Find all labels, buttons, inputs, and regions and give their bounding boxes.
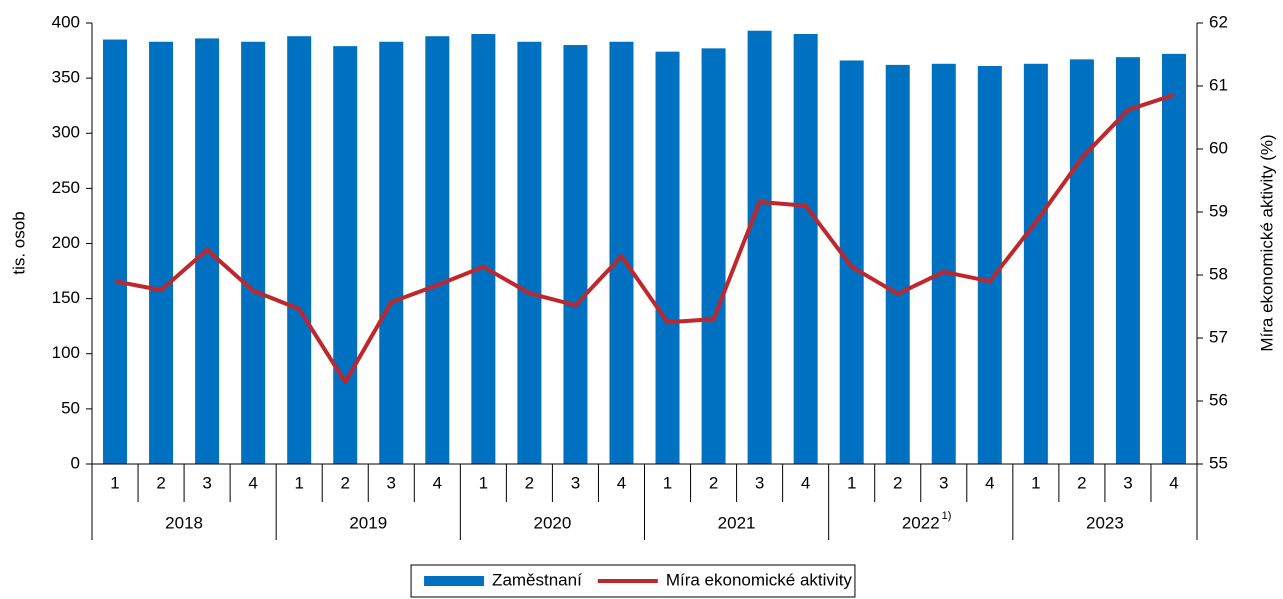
bar <box>885 64 910 465</box>
x-tick-label: 4 <box>801 473 810 492</box>
x-tick-label: 4 <box>433 473 442 492</box>
x-tick-label: 1 <box>479 473 488 492</box>
x-tick-label: 4 <box>1169 473 1178 492</box>
bar <box>149 41 174 465</box>
y2-tick-label: 57 <box>1209 327 1228 346</box>
group-note: 1) <box>942 510 952 522</box>
group-label: 2021 <box>718 513 756 532</box>
bar <box>839 60 864 465</box>
y-tick-label: 50 <box>61 398 80 417</box>
x-tick-label: 2 <box>156 473 165 492</box>
bar <box>609 41 634 465</box>
y-axis-label: tis. osob <box>9 211 28 274</box>
x-tick-label: 1 <box>663 473 672 492</box>
bar <box>1161 53 1186 465</box>
legend-label: Zaměstnaní <box>492 570 582 589</box>
y2-axis-label: Míra ekonomické aktivity (%) <box>1257 134 1276 351</box>
bar <box>563 45 588 465</box>
bar <box>655 51 680 464</box>
group-label: 2023 <box>1086 513 1124 532</box>
bar <box>931 63 956 464</box>
x-tick-label: 2 <box>709 473 718 492</box>
bar <box>747 30 772 465</box>
y2-tick-label: 56 <box>1209 390 1228 409</box>
x-tick-label: 2 <box>340 473 349 492</box>
bar <box>379 41 404 465</box>
x-tick-label: 1 <box>294 473 303 492</box>
x-tick-label: 4 <box>985 473 994 492</box>
bar <box>1069 59 1094 464</box>
x-tick-label: 4 <box>248 473 257 492</box>
y2-tick-label: 59 <box>1209 201 1228 220</box>
bar <box>425 36 450 464</box>
y-tick-label: 300 <box>52 123 80 142</box>
x-tick-label: 1 <box>847 473 856 492</box>
y2-tick-label: 62 <box>1209 12 1228 31</box>
bar <box>1023 63 1048 464</box>
bar <box>333 46 358 465</box>
y-tick-label: 400 <box>52 12 80 31</box>
x-tick-label: 3 <box>387 473 396 492</box>
bar <box>793 34 818 465</box>
group-label: 2020 <box>534 513 572 532</box>
bar <box>977 65 1002 464</box>
x-tick-label: 3 <box>571 473 580 492</box>
x-tick-label: 3 <box>202 473 211 492</box>
y-tick-label: 250 <box>52 178 80 197</box>
x-tick-label: 1 <box>1031 473 1040 492</box>
y2-tick-label: 55 <box>1209 453 1228 472</box>
group-label: 2018 <box>165 513 203 532</box>
x-tick-label: 3 <box>1123 473 1132 492</box>
bar <box>471 34 496 465</box>
x-tick-label: 4 <box>617 473 626 492</box>
bar <box>701 48 726 465</box>
y-tick-label: 200 <box>52 233 80 252</box>
bar <box>103 39 128 464</box>
y-tick-label: 100 <box>52 343 80 362</box>
x-tick-label: 3 <box>755 473 764 492</box>
legend-swatch <box>424 576 485 586</box>
y2-tick-label: 61 <box>1209 75 1228 94</box>
y-tick-label: 350 <box>52 68 80 87</box>
group-label: 2019 <box>349 513 387 532</box>
line <box>114 92 1175 385</box>
bar <box>1115 57 1140 465</box>
bar <box>241 41 266 465</box>
y-tick-label: 0 <box>71 453 80 472</box>
x-tick-label: 2 <box>525 473 534 492</box>
bar <box>287 36 312 464</box>
legend-label: Míra ekonomické aktivity <box>666 570 853 589</box>
y2-tick-label: 60 <box>1209 138 1228 157</box>
x-tick-label: 1 <box>110 473 119 492</box>
x-tick-label: 3 <box>939 473 948 492</box>
legend: Zaměstnaní Míra ekonomické aktivity <box>410 564 856 598</box>
y2-tick-label: 58 <box>1209 264 1228 283</box>
x-tick-label: 2 <box>1077 473 1086 492</box>
group-label: 2022 <box>902 513 940 532</box>
y-tick-label: 150 <box>52 288 80 307</box>
bar <box>517 41 542 465</box>
x-tick-label: 2 <box>893 473 902 492</box>
